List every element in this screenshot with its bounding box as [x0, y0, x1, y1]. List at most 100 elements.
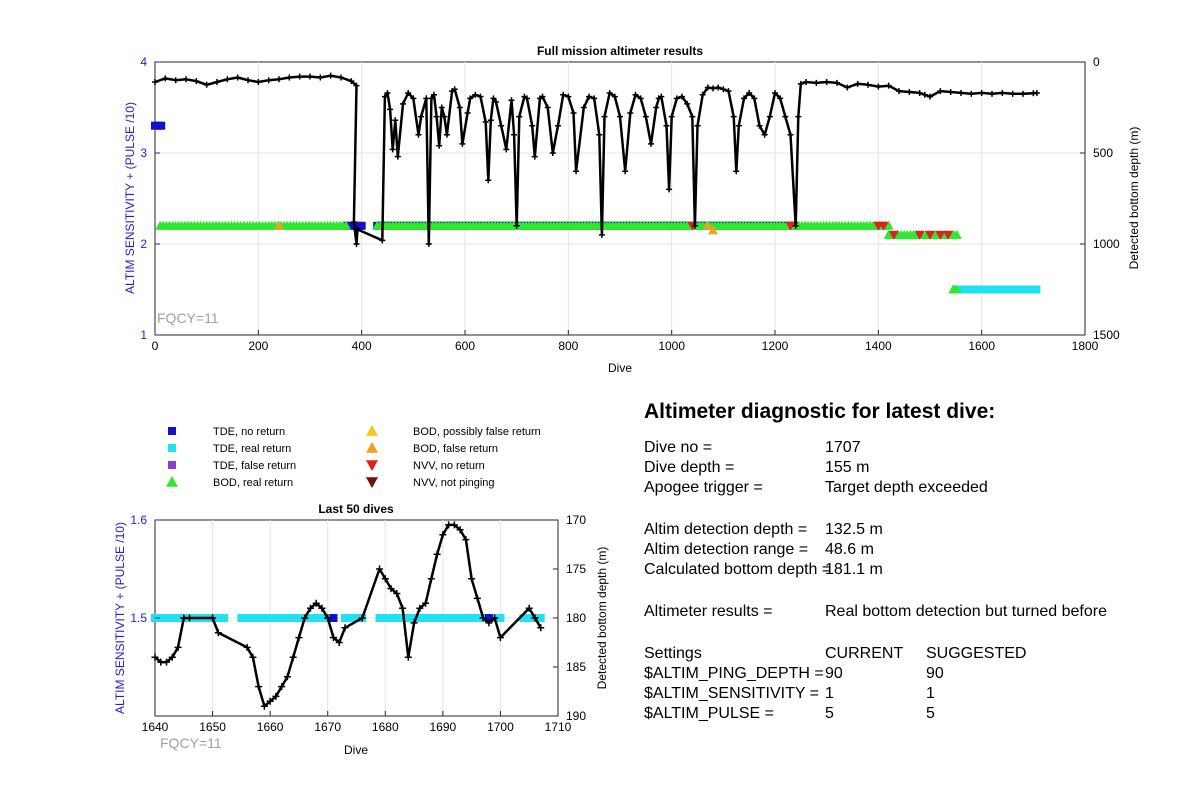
marker-tde-real-return	[317, 614, 326, 622]
depth-point	[433, 113, 440, 120]
marker-tde-real-return	[444, 614, 453, 622]
depth-point	[496, 634, 504, 642]
depth-point	[673, 95, 680, 102]
marker-bod-real-return	[883, 220, 894, 230]
marker-tde-real-return	[156, 614, 165, 622]
depth-point	[384, 89, 391, 96]
sensitivity-current: 1	[825, 685, 834, 702]
marker-tde-real-return	[312, 614, 321, 622]
depth-point	[354, 226, 361, 233]
depth-point	[580, 104, 587, 111]
depth-point	[405, 89, 412, 96]
legend-item: TDE, real return	[168, 443, 291, 455]
legend-marker	[366, 460, 378, 471]
legend-marker	[168, 427, 176, 435]
depth-point	[441, 113, 448, 120]
marker-nvv-no-return	[925, 230, 935, 240]
depth-point	[699, 91, 706, 98]
depth-point	[746, 89, 753, 96]
bottom-left-y-axis-label: ALTIM SENSITIVITY + (PULSE /10)	[113, 522, 127, 714]
legend-label: NVV, no return	[413, 460, 485, 472]
depth-point	[854, 80, 861, 87]
x-tick-label: 1650	[199, 720, 226, 734]
ping-depth-row: $ALTIM_PING_DEPTH = 90 90	[644, 664, 1164, 684]
depth-point	[387, 106, 394, 113]
depth-point	[183, 76, 189, 83]
marker-tde-real-return	[536, 614, 545, 622]
depth-point	[393, 590, 401, 597]
marker-tde-real-return	[456, 614, 465, 622]
depth-point	[224, 76, 231, 83]
pulse-row: $ALTIM_PULSE = 5 5	[644, 704, 1164, 724]
bottom-axes: 1640 1650 1660 1670 1680 1690 1700 1710 1.5 1.6 17…	[130, 513, 586, 734]
depth-point	[586, 93, 592, 100]
depth-point	[653, 104, 660, 111]
settings-label: Settings	[644, 645, 702, 662]
legend-item: TDE, false return	[168, 460, 296, 472]
depth-point	[710, 85, 716, 92]
depth-point	[276, 76, 282, 83]
depth-point	[317, 74, 324, 81]
legend-label: TDE, no return	[213, 426, 285, 438]
marker-tde-real-return	[162, 614, 171, 622]
depth-point	[416, 604, 424, 612]
marker-nvv-no-return	[943, 230, 954, 240]
marker-tde-real-return	[352, 614, 361, 622]
marker-tde-real-return	[381, 614, 390, 622]
dive-depth-label: Dive depth =	[644, 459, 735, 476]
legend-label: BOD, real return	[213, 477, 293, 489]
depth-point	[459, 140, 466, 147]
y-left-tick-label: 3	[140, 146, 147, 160]
depth-point	[394, 153, 401, 160]
bottom-depth-line	[151, 521, 545, 710]
legend-marker	[168, 444, 176, 452]
depth-point	[431, 91, 437, 98]
depth-point	[658, 93, 665, 100]
depth-point	[327, 72, 334, 79]
x-tick-label: 1700	[487, 720, 514, 734]
diagnostic-title: Altimeter diagnostic for latest dive:	[644, 400, 996, 423]
depth-point	[477, 93, 484, 100]
depth-point	[296, 73, 303, 80]
depth-point	[427, 575, 435, 583]
legend-item: BOD, possibly false return	[366, 425, 541, 438]
y-right-tick-label: 500	[1093, 146, 1113, 160]
depth-point	[906, 89, 913, 96]
depth-point	[591, 95, 598, 102]
marker-tde-real-return	[340, 614, 349, 622]
marker-tde-real-return	[387, 614, 396, 622]
depth-point	[438, 104, 445, 111]
depth-point	[307, 73, 313, 80]
x-tick-label: 1640	[142, 720, 169, 734]
depth-point	[289, 653, 297, 661]
det-depth-label: Altim detection depth =	[644, 521, 808, 538]
dive-depth-value: 155 m	[825, 459, 870, 476]
depth-point	[720, 86, 727, 93]
depth-point	[162, 75, 169, 82]
bottom-x-axis-label: Dive	[344, 743, 368, 757]
depth-point	[399, 604, 407, 612]
x-tick-label: 1680	[372, 720, 399, 734]
depth-point	[573, 168, 580, 175]
depth-point	[524, 95, 530, 102]
calc-depth-value: 181.1 m	[825, 561, 883, 578]
det-range-value: 48.6 m	[825, 541, 874, 558]
top-x-axis-label: Dive	[608, 361, 632, 375]
ping-depth-label: $ALTIM_PING_DEPTH =	[644, 665, 824, 682]
results-value: Real bottom detection but turned before	[825, 603, 1107, 620]
depth-point	[529, 122, 536, 129]
det-depth-row: Altim detection depth = 132.5 m	[644, 520, 1164, 540]
depth-point	[186, 614, 194, 622]
depth-point	[404, 653, 412, 661]
depth-point	[353, 241, 360, 247]
marker-tde-real-return	[306, 614, 315, 622]
legend-label: BOD, possibly false return	[413, 426, 541, 438]
top-grid	[155, 62, 1085, 335]
depth-point	[358, 614, 366, 622]
legend-label: NVV, not pinging	[413, 477, 495, 489]
marker-tde-real-return	[283, 614, 292, 622]
depth-point	[312, 599, 320, 607]
top-chart-title: Full mission altimeter results	[537, 44, 703, 58]
depth-point	[487, 117, 494, 124]
